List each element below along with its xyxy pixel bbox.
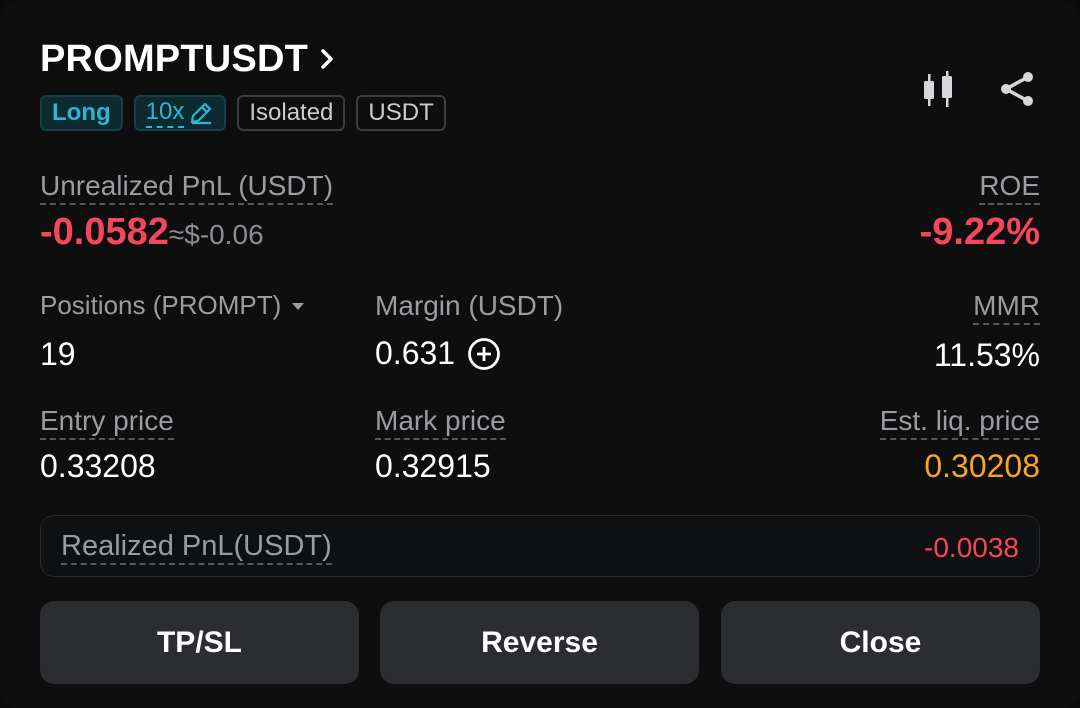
realized-pnl-row: Realized PnL(USDT) -0.0038 — [40, 515, 1040, 577]
tpsl-button[interactable]: TP/SL — [40, 601, 359, 684]
liq-price-value: 0.30208 — [924, 448, 1040, 484]
entry-price-value: 0.33208 — [40, 448, 156, 484]
roe-value: -9.22% — [919, 211, 1040, 253]
liq-price-block: Est. liq. price 0.30208 — [879, 405, 1040, 485]
realized-pnl-value: -0.0038 — [924, 532, 1019, 563]
margin-mode-badge: Isolated — [237, 95, 346, 131]
caret-down-icon — [292, 303, 305, 310]
margin-block: Margin (USDT) 0.631 — [375, 290, 563, 372]
entry-price-label[interactable]: Entry price — [40, 405, 174, 440]
leverage-value: 10x — [145, 98, 185, 128]
unrealized-pnl-block: Unrealized PnL (USDT) -0.0582≈$-0.06 — [40, 170, 334, 254]
unrealized-pnl-usd: ≈$-0.06 — [168, 219, 264, 250]
mark-price-label[interactable]: Mark price — [375, 405, 506, 440]
liq-price-label[interactable]: Est. liq. price — [879, 405, 1040, 440]
mark-price-value: 0.32915 — [375, 448, 491, 484]
margin-label: Margin (USDT) — [375, 290, 564, 321]
edit-icon — [191, 102, 212, 125]
unrealized-pnl-label[interactable]: Unrealized PnL (USDT) — [40, 170, 334, 205]
roe-block: ROE -9.22% — [920, 170, 1040, 254]
leverage-badge[interactable]: 10x — [133, 95, 227, 131]
close-button[interactable]: Close — [721, 601, 1040, 684]
mmr-block: MMR 11.53% — [934, 290, 1040, 374]
symbol-link[interactable]: PROMPTUSDT — [40, 38, 457, 81]
positions-unit-toggle[interactable]: Positions (PROMPT) — [40, 290, 305, 322]
entry-price-block: Entry price 0.33208 — [40, 405, 174, 485]
side-badge: Long — [40, 95, 123, 131]
mmr-label[interactable]: MMR — [973, 290, 1040, 325]
mark-price-block: Mark price 0.32915 — [375, 405, 506, 485]
positions-value: 19 — [40, 336, 76, 372]
realized-pnl-label[interactable]: Realized PnL(USDT) — [61, 530, 332, 565]
position-tags: Long 10x Isolated USDT — [40, 95, 457, 131]
reverse-button[interactable]: Reverse — [380, 601, 699, 684]
settle-currency-badge: USDT — [356, 95, 446, 131]
candlestick-chart-icon[interactable] — [920, 70, 956, 108]
header-actions — [878, 70, 1036, 108]
share-icon[interactable] — [998, 70, 1036, 108]
chevron-right-icon — [320, 48, 334, 75]
add-margin-icon[interactable] — [467, 337, 501, 371]
roe-label[interactable]: ROE — [979, 170, 1040, 205]
position-header: PROMPTUSDT Long 10x Isolated USDT — [40, 38, 457, 131]
margin-value: 0.631 — [375, 335, 456, 371]
unrealized-pnl-value: -0.0582 — [40, 211, 169, 253]
positions-label: Positions (PROMPT) — [40, 290, 282, 320]
positions-block: Positions (PROMPT) 19 — [40, 290, 305, 373]
symbol-title: PROMPTUSDT — [40, 38, 308, 80]
mmr-value: 11.53% — [933, 337, 1040, 373]
